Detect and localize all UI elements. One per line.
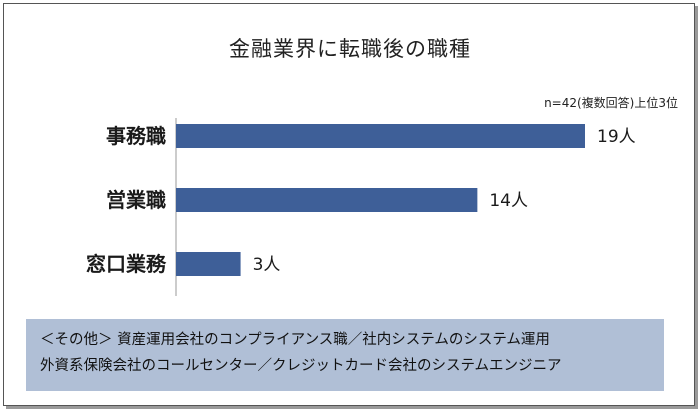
category-label: 窓口業務 xyxy=(86,252,167,276)
other-jobs-line-2: 外資系保険会社のコールセンター／クレジットカード会社のシステムエンジニア xyxy=(40,358,562,374)
other-jobs-box: ＜その他＞ 資産運用会社のコンプライアンス職／社内システムのシステム運用 外資系… xyxy=(26,319,664,391)
bar-value-label: 19人 xyxy=(597,127,636,147)
sample-note: n=42(複数回答)上位3位 xyxy=(544,96,678,110)
bar-value-label: 14人 xyxy=(489,191,528,211)
chart-title: 金融業界に転職後の職種 xyxy=(229,37,471,61)
bar xyxy=(176,252,241,276)
category-label: 事務職 xyxy=(106,124,166,148)
bar xyxy=(176,188,478,212)
bar xyxy=(176,124,585,148)
other-jobs-line-1: ＜その他＞ 資産運用会社のコンプライアンス職／社内システムのシステム運用 xyxy=(40,332,550,348)
category-label: 営業職 xyxy=(106,188,166,212)
bar-value-label: 3人 xyxy=(253,255,281,275)
